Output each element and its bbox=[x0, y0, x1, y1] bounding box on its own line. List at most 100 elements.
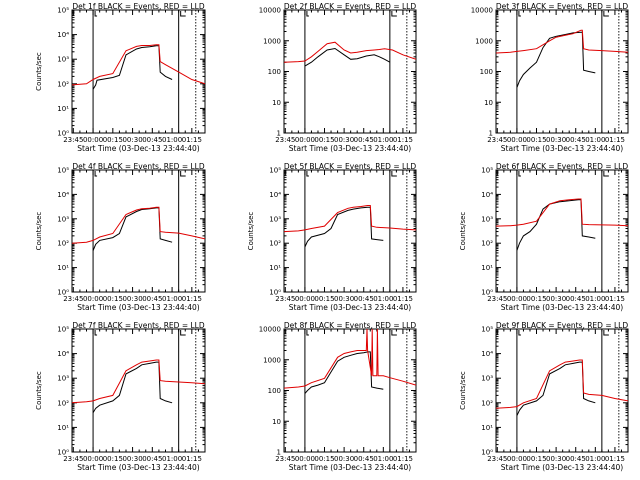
series-lld bbox=[72, 206, 205, 244]
x-tick-label: 00:30 bbox=[334, 295, 354, 303]
y-tick-label: 10⁵ bbox=[57, 326, 69, 334]
x-tick-label: 00:45 bbox=[142, 295, 162, 303]
marker-flag bbox=[94, 171, 98, 177]
x-tick-label: 01:00 bbox=[373, 455, 393, 463]
series-lld bbox=[72, 359, 205, 404]
x-tick-label: 00:00 bbox=[83, 295, 103, 303]
y-tick-label: 10¹ bbox=[481, 264, 493, 272]
x-tick-label: 00:45 bbox=[354, 455, 374, 463]
panel-title: Det 4f BLACK = Events, RED = LLD bbox=[72, 162, 205, 171]
y-axis-label: Counts/sec bbox=[35, 52, 43, 91]
plot-frame bbox=[283, 328, 417, 453]
y-tick-label: 10000 bbox=[259, 326, 281, 334]
x-tick-label: 00:00 bbox=[83, 455, 103, 463]
y-tick-label: 100 bbox=[480, 68, 493, 76]
marker-flag bbox=[518, 330, 521, 336]
x-tick-label: 01:15 bbox=[182, 136, 202, 144]
y-tick-label: 10¹ bbox=[57, 264, 69, 272]
y-tick-label: 10⁵ bbox=[481, 167, 493, 175]
y-tick-label: 1 bbox=[277, 130, 281, 138]
series-events bbox=[304, 47, 391, 67]
series-lld bbox=[284, 205, 416, 233]
panel-det-6: Det 6f BLACK = Events, RED = LLD 10⁰ 10¹ 10… bbox=[459, 162, 629, 312]
plot-frame bbox=[71, 169, 206, 293]
x-tick-label: 00:15 bbox=[314, 295, 334, 303]
y-tick-label: 10⁴ bbox=[57, 31, 69, 39]
y-tick-label: 1000 bbox=[263, 37, 281, 45]
x-axis-label: Start Time (03-Dec-13 23:44:40) bbox=[501, 144, 623, 153]
x-tick-label: 00:15 bbox=[526, 455, 546, 463]
series-lld bbox=[284, 329, 416, 389]
y-tick-label: 10³ bbox=[481, 215, 493, 223]
x-tick-label: 00:15 bbox=[526, 295, 546, 303]
panel-det-4: Det 4f BLACK = Events, RED = LLD 10⁰ 10¹ 10… bbox=[35, 162, 206, 312]
panel-title: Det 1f BLACK = Events, RED = LLD bbox=[72, 2, 205, 11]
x-tick-label: 00:45 bbox=[566, 295, 586, 303]
panel-title: Det 8f BLACK = Events, RED = LLD bbox=[284, 321, 417, 330]
panel-title: Det 3f BLACK = Events, RED = LLD bbox=[496, 2, 629, 11]
x-tick-label: 00:15 bbox=[314, 455, 334, 463]
marker-flag bbox=[306, 330, 309, 336]
x-tick-label: 00:30 bbox=[334, 136, 354, 144]
x-tick-label: 23:45 bbox=[487, 295, 507, 303]
y-tick-label: 10⁰ bbox=[57, 449, 69, 457]
y-tick-label: 10⁰ bbox=[57, 130, 69, 138]
y-tick-label: 10000 bbox=[471, 7, 493, 15]
y-tick-label: 10⁰ bbox=[481, 449, 493, 457]
y-tick-label: 10¹ bbox=[57, 424, 69, 432]
panel-det-1: Det 1f BLACK = Events, RED = LLD 10⁰ 10¹ 10… bbox=[35, 2, 206, 153]
x-axis-label: Start Time (03-Dec-13 23:44:40) bbox=[501, 303, 623, 312]
plot-frame bbox=[71, 9, 206, 134]
x-tick-label: 00:30 bbox=[334, 455, 354, 463]
x-tick-label: 00:45 bbox=[566, 136, 586, 144]
marker-flag bbox=[306, 11, 309, 17]
x-axis-label: Start Time (03-Dec-13 23:44:40) bbox=[289, 303, 411, 312]
x-tick-label: 00:45 bbox=[142, 136, 162, 144]
series-lld bbox=[496, 198, 628, 227]
x-tick-label: 00:00 bbox=[295, 455, 315, 463]
panel-title: Det 6f BLACK = Events, RED = LLD bbox=[496, 162, 629, 171]
panel-det-3: Det 3f BLACK = Events, RED = LLD 1 10 100 10… bbox=[471, 2, 629, 153]
y-tick-label: 10⁴ bbox=[57, 191, 69, 199]
x-axis-label: Start Time (03-Dec-13 23:44:40) bbox=[77, 463, 199, 472]
x-tick-label: 00:30 bbox=[122, 455, 142, 463]
y-tick-label: 10³ bbox=[269, 215, 281, 223]
series-events bbox=[92, 361, 173, 413]
x-tick-label: 23:45 bbox=[63, 136, 83, 144]
x-tick-label: 00:45 bbox=[142, 455, 162, 463]
x-tick-label: 23:45 bbox=[275, 136, 295, 144]
x-tick-label: 23:45 bbox=[487, 455, 507, 463]
x-tick-label: 00:30 bbox=[546, 136, 566, 144]
y-tick-label: 10¹ bbox=[269, 264, 281, 272]
marker-flag bbox=[180, 11, 186, 17]
plot-frame bbox=[495, 9, 629, 134]
x-axis-label: Start Time (03-Dec-13 23:44:40) bbox=[77, 144, 199, 153]
y-axis-label: Counts/sec bbox=[35, 212, 43, 251]
plot-frame bbox=[283, 169, 417, 293]
x-tick-label: 00:15 bbox=[526, 136, 546, 144]
y-tick-label: 10⁰ bbox=[57, 289, 69, 297]
x-tick-label: 01:15 bbox=[182, 295, 202, 303]
x-tick-label: 00:15 bbox=[103, 295, 123, 303]
x-tick-label: 01:15 bbox=[393, 295, 413, 303]
y-tick-label: 10 bbox=[272, 99, 281, 107]
y-tick-label: 100 bbox=[268, 387, 281, 395]
plot-frame bbox=[495, 328, 629, 453]
x-tick-label: 01:15 bbox=[393, 136, 413, 144]
plot-frame bbox=[71, 328, 206, 453]
y-tick-label: 10² bbox=[481, 240, 493, 248]
marker-flag bbox=[603, 330, 609, 336]
x-tick-label: 00:00 bbox=[295, 295, 315, 303]
panel-det-9: Det 9f BLACK = Events, RED = LLD 10⁰ 10¹ 10… bbox=[459, 321, 629, 472]
y-tick-label: 10000 bbox=[259, 7, 281, 15]
x-tick-label: 00:15 bbox=[314, 136, 334, 144]
y-tick-label: 10² bbox=[57, 80, 69, 88]
x-tick-label: 00:45 bbox=[354, 136, 374, 144]
y-tick-label: 10³ bbox=[481, 375, 493, 383]
y-tick-label: 10⁵ bbox=[481, 326, 493, 334]
x-tick-label: 23:45 bbox=[63, 455, 83, 463]
x-axis-label: Start Time (03-Dec-13 23:44:40) bbox=[289, 463, 411, 472]
x-tick-label: 00:45 bbox=[566, 455, 586, 463]
series-lld bbox=[284, 41, 416, 63]
x-axis-label: Start Time (03-Dec-13 23:44:40) bbox=[289, 144, 411, 153]
